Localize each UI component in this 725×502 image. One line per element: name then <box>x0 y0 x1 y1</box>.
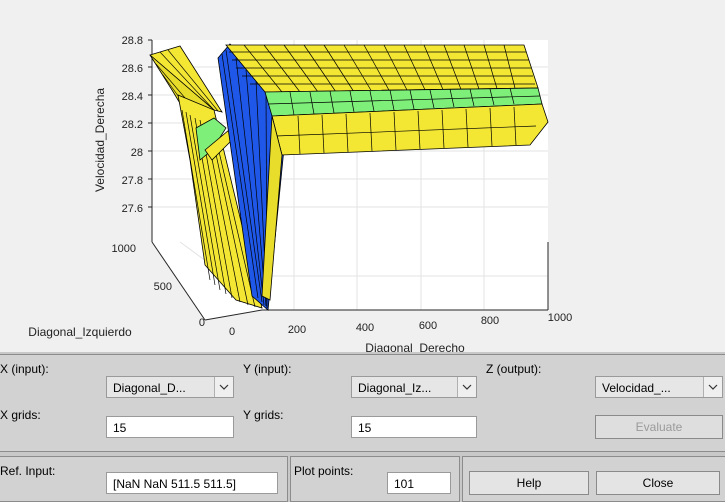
plot-points-label: Plot points: <box>294 464 354 478</box>
z-tick-label: 28.8 <box>122 35 143 47</box>
ref-input-value: [NaN NaN 511.5 511.5] <box>113 477 236 491</box>
chevron-down-icon[interactable] <box>703 377 722 397</box>
z-tick-label: 28.4 <box>122 91 143 103</box>
y-tick-labels: 1000 500 0 <box>112 243 205 329</box>
y-grids-field[interactable]: 15 <box>351 416 477 438</box>
z-tick-label: 28.2 <box>122 119 143 131</box>
y-tick-label: 0 <box>199 317 205 329</box>
y-grids-label: Y grids: <box>243 408 284 422</box>
surface-plot-area[interactable]: 28.8 28.6 28.4 28.2 28 27.8 27.6 0 200 4… <box>0 0 725 352</box>
x-tick-label: 0 <box>229 326 235 338</box>
plot-points-value: 101 <box>394 477 415 491</box>
y-input-label: Y (input): <box>243 362 292 376</box>
z-tick-label: 28.6 <box>122 63 143 75</box>
z-output-dropdown[interactable]: Velocidad_... <box>595 376 723 398</box>
plot-points-field[interactable]: 101 <box>387 472 451 494</box>
y-axis-label: Diagonal_Izquierdo <box>28 325 132 339</box>
z-output-label: Z (output): <box>486 362 542 376</box>
surface-plot[interactable]: 28.8 28.6 28.4 28.2 28 27.8 27.6 0 200 4… <box>0 0 725 352</box>
x-tick-label: 1000 <box>548 312 572 324</box>
x-tick-label: 600 <box>419 320 437 332</box>
x-tick-label: 400 <box>356 322 374 334</box>
evaluate-button[interactable]: Evaluate <box>595 415 723 439</box>
z-tick-label: 28 <box>131 147 143 159</box>
surface-mesh <box>149 43 549 311</box>
controls-panel: X (input): Diagonal_D... Y (input): Diag… <box>0 352 725 502</box>
ref-input-label: Ref. Input: <box>0 464 56 478</box>
ref-input-field[interactable]: [NaN NaN 511.5 511.5] <box>106 472 278 494</box>
x-tick-label: 800 <box>481 315 499 327</box>
z-tick-label: 27.8 <box>122 175 143 187</box>
x-tick-label: 200 <box>288 324 306 336</box>
x-grids-field[interactable]: 15 <box>106 416 234 438</box>
z-axis-label: Velocidad_Derecha <box>93 88 107 192</box>
y-input-value: Diagonal_Iz... <box>358 381 432 395</box>
x-grids-value: 15 <box>113 421 127 435</box>
z-output-value: Velocidad_... <box>602 381 671 395</box>
z-tick-label: 27.6 <box>122 203 143 215</box>
y-grids-value: 15 <box>358 421 372 435</box>
chevron-down-icon[interactable] <box>457 377 476 397</box>
x-grids-label: X grids: <box>0 408 41 422</box>
close-button[interactable]: Close <box>596 471 720 495</box>
y-input-dropdown[interactable]: Diagonal_Iz... <box>351 376 477 398</box>
help-button[interactable]: Help <box>469 471 589 495</box>
x-tick-labels: 0 200 400 600 800 1000 <box>229 312 572 338</box>
z-tick-labels: 28.8 28.6 28.4 28.2 28 27.8 27.6 <box>122 35 143 215</box>
x-input-value: Diagonal_D... <box>113 381 186 395</box>
x-axis-label: Diagonal_Derecho <box>365 341 465 352</box>
y-tick-label: 500 <box>154 281 172 293</box>
y-tick-label: 1000 <box>112 243 136 255</box>
chevron-down-icon[interactable] <box>214 377 233 397</box>
x-input-label: X (input): <box>0 362 49 376</box>
x-input-dropdown[interactable]: Diagonal_D... <box>106 376 234 398</box>
